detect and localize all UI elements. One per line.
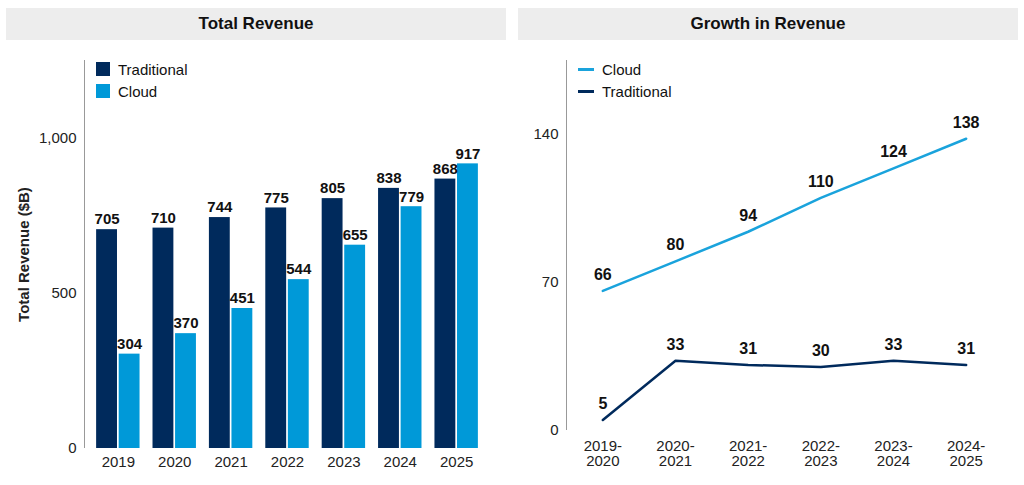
html-text:Total Revenue: Total Revenue: [198, 14, 314, 33]
svg-text:544: 544: [286, 260, 312, 277]
svg-text:744: 744: [207, 198, 233, 215]
svg-text:110: 110: [808, 173, 834, 190]
svg-text:2022: 2022: [271, 453, 304, 470]
html-text:Traditional: Traditional: [118, 60, 188, 78]
svg-text:31: 31: [739, 340, 757, 357]
html-text:Cloud: Cloud: [118, 82, 158, 100]
svg-text:2024: 2024: [384, 453, 417, 470]
svg-text:80: 80: [667, 236, 685, 253]
html-text:Cloud: Cloud: [602, 60, 642, 78]
svg-text:2021: 2021: [214, 453, 247, 470]
svg-text:500: 500: [51, 284, 76, 301]
svg-text:70: 70: [542, 273, 559, 290]
svg-text:0: 0: [550, 421, 558, 438]
svg-text:66: 66: [594, 266, 612, 283]
svg-text:370: 370: [173, 314, 198, 331]
svg-text:917: 917: [455, 145, 480, 162]
svg-text:775: 775: [264, 189, 289, 206]
svg-text:2025: 2025: [440, 453, 473, 470]
html-text:Growth in Revenue: Growth in Revenue: [690, 14, 846, 33]
html-text:Traditional: Traditional: [602, 82, 672, 100]
svg-text:2019: 2019: [102, 453, 135, 470]
svg-text:710: 710: [151, 209, 176, 226]
svg-text:655: 655: [343, 226, 368, 243]
svg-text:2020: 2020: [158, 453, 191, 470]
svg-text:30: 30: [812, 342, 830, 359]
svg-text:33: 33: [885, 336, 903, 353]
svg-text:2022-2023: 2022-2023: [802, 437, 840, 469]
svg-text:138: 138: [953, 114, 980, 131]
svg-text:5: 5: [598, 395, 607, 412]
svg-text:868: 868: [433, 160, 458, 177]
svg-text:705: 705: [95, 210, 120, 227]
svg-text:304: 304: [117, 335, 143, 352]
svg-text:31: 31: [957, 340, 975, 357]
svg-text:33: 33: [667, 336, 685, 353]
svg-text:2023: 2023: [327, 453, 360, 470]
svg-text:779: 779: [399, 187, 424, 204]
svg-text:124: 124: [880, 143, 907, 160]
svg-text:94: 94: [739, 207, 757, 224]
svg-text:1,000: 1,000: [39, 129, 77, 146]
svg-text:805: 805: [320, 179, 345, 196]
svg-text:2020-2021: 2020-2021: [656, 437, 694, 469]
svg-text:140: 140: [533, 125, 558, 142]
svg-text:2023-2024: 2023-2024: [874, 437, 912, 469]
svg-text:2021-2022: 2021-2022: [729, 437, 767, 469]
svg-text:2024-2025: 2024-2025: [947, 437, 985, 469]
svg-text:0: 0: [68, 439, 76, 456]
svg-text:Total Revenue ($B): Total Revenue ($B): [15, 187, 32, 322]
svg-text:2019-2020: 2019-2020: [584, 437, 622, 469]
svg-text:838: 838: [376, 169, 401, 186]
svg-text:451: 451: [230, 289, 255, 306]
